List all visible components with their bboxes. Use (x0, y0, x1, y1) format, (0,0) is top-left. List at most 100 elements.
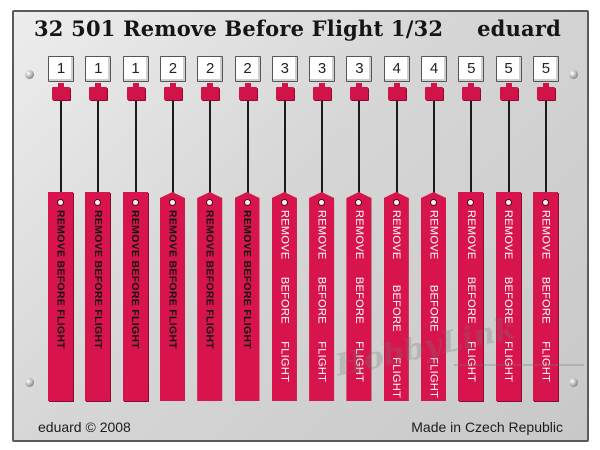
small-tag-icon (275, 83, 294, 100)
tag-column: 4 REMOVE BEFORE FLIGHT (383, 12, 410, 440)
tag-wire (321, 101, 324, 195)
tag-hole-icon (355, 199, 363, 206)
tag-number: 1 (85, 56, 112, 82)
tag-hole-icon (131, 199, 139, 206)
tag-column: 5 REMOVE BEFORE FLIGHT (495, 12, 522, 440)
remove-before-flight-tag: REMOVE BEFORE FLIGHT (271, 192, 297, 401)
tag-label: REMOVE BEFORE FLIGHT (91, 210, 104, 350)
tag-column: 1 REMOVE BEFORE FLIGHT (48, 12, 74, 440)
tag-number: 2 (159, 56, 186, 82)
tag-column: 2 REMOVE BEFORE FLIGHT (197, 12, 224, 440)
tag-wire (209, 101, 212, 195)
remove-before-flight-tag: REMOVE BEFORE FLIGHT (197, 192, 223, 401)
tag-column: 3 REMOVE BEFORE FLIGHT (346, 12, 373, 440)
tag-wire (358, 101, 361, 195)
tag-column: 4 REMOVE BEFORE FLIGHT (421, 12, 447, 440)
tag-number: 3 (271, 56, 298, 82)
tag-hole-icon (57, 199, 64, 206)
small-tag-icon (89, 83, 108, 100)
tag-label: REMOVE BEFORE FLIGHT (427, 210, 440, 399)
remove-before-flight-tag: REMOVE BEFORE FLIGHT (85, 192, 111, 401)
tag-number: 4 (383, 56, 410, 82)
tag-hole-icon (168, 199, 176, 206)
tag-label: REMOVE BEFORE FLIGHT (278, 210, 291, 383)
tag-label: REMOVE BEFORE FLIGHT (129, 210, 142, 350)
small-tag-icon (163, 83, 182, 100)
tag-hole-icon (504, 199, 512, 206)
tag-wire (283, 101, 286, 195)
remove-before-flight-tag: REMOVE BEFORE FLIGHT (495, 192, 521, 401)
tag-wire (97, 101, 100, 195)
tag-label: REMOVE BEFORE FLIGHT (203, 210, 216, 350)
tag-number: 4 (421, 56, 447, 82)
rivet-icon (25, 378, 34, 387)
tag-column: 2 REMOVE BEFORE FLIGHT (159, 12, 186, 440)
small-tag-icon (499, 83, 518, 100)
tag-hole-icon (94, 199, 102, 206)
tag-label: REMOVE BEFORE FLIGHT (352, 210, 365, 383)
remove-before-flight-tag: REMOVE BEFORE FLIGHT (122, 192, 148, 401)
tag-wire (433, 101, 435, 195)
tag-hole-icon (318, 199, 326, 206)
fret-title: 32 501 Remove Before Flight 1/32 (34, 16, 444, 41)
brand-logo-text: eduard (477, 16, 561, 41)
tag-label: REMOVE BEFORE FLIGHT (241, 210, 253, 350)
remove-before-flight-tag: REMOVE BEFORE FLIGHT (48, 192, 73, 401)
tag-hole-icon (243, 199, 251, 206)
tag-label: REMOVE BEFORE FLIGHT (502, 210, 515, 383)
tag-number: 1 (48, 56, 74, 82)
tag-label: REMOVE BEFORE FLIGHT (539, 210, 552, 383)
tag-hole-icon (541, 199, 549, 206)
remove-before-flight-tag: REMOVE BEFORE FLIGHT (532, 192, 558, 401)
footer-copyright: eduard © 2008 (38, 419, 131, 435)
tag-wire (60, 101, 62, 195)
tag-hole-icon (280, 199, 288, 206)
tag-wire (134, 101, 137, 195)
tag-label: REMOVE BEFORE FLIGHT (390, 210, 403, 399)
small-tag-icon (425, 83, 443, 100)
tag-hole-icon (430, 199, 437, 206)
remove-before-flight-tag: REMOVE BEFORE FLIGHT (309, 192, 335, 401)
tag-column: 3 REMOVE BEFORE FLIGHT (271, 12, 298, 440)
tag-column: 5 REMOVE BEFORE FLIGHT (458, 12, 485, 440)
tag-number: 2 (234, 56, 261, 82)
tag-number: 5 (495, 56, 522, 82)
small-tag-icon (126, 83, 145, 100)
remove-before-flight-tag: REMOVE BEFORE FLIGHT (383, 192, 409, 401)
tag-number: 2 (197, 56, 224, 82)
small-tag-icon (462, 83, 481, 100)
tag-hole-icon (206, 199, 214, 206)
tag-number: 5 (458, 56, 485, 82)
rivet-icon (569, 70, 578, 79)
footer-origin: Made in Czech Republic (411, 419, 563, 435)
rivet-icon (25, 70, 34, 79)
tag-number: 1 (122, 56, 149, 82)
tag-wire (544, 101, 547, 195)
tag-column: 5 REMOVE BEFORE FLIGHT (532, 12, 559, 440)
tag-column: 3 REMOVE BEFORE FLIGHT (309, 12, 336, 440)
tag-wire (507, 101, 510, 195)
small-tag-icon (201, 83, 220, 100)
tag-label: REMOVE BEFORE FLIGHT (315, 210, 328, 383)
tag-number: 3 (346, 56, 373, 82)
small-tag-icon (52, 83, 70, 100)
tag-number: 5 (532, 56, 559, 82)
tag-column: 1 REMOVE BEFORE FLIGHT (85, 12, 112, 440)
remove-before-flight-tag: REMOVE BEFORE FLIGHT (234, 192, 260, 401)
tag-label: REMOVE BEFORE FLIGHT (166, 210, 179, 350)
tag-column: 2 REMOVE BEFORE FLIGHT (234, 12, 261, 440)
tag-wire (470, 101, 473, 195)
small-tag-icon (536, 83, 555, 100)
tag-hole-icon (392, 199, 400, 206)
tag-label: REMOVE BEFORE FLIGHT (464, 210, 477, 383)
watermark-arrow-icon (454, 364, 584, 366)
tag-hole-icon (467, 199, 475, 206)
remove-before-flight-tag: REMOVE BEFORE FLIGHT (421, 192, 446, 401)
small-tag-icon (238, 83, 257, 100)
remove-before-flight-tag: REMOVE BEFORE FLIGHT (159, 192, 185, 401)
tag-wire (395, 101, 398, 195)
tag-wire (246, 101, 249, 195)
small-tag-icon (387, 83, 406, 100)
small-tag-icon (313, 83, 332, 100)
tag-wire (171, 101, 174, 195)
